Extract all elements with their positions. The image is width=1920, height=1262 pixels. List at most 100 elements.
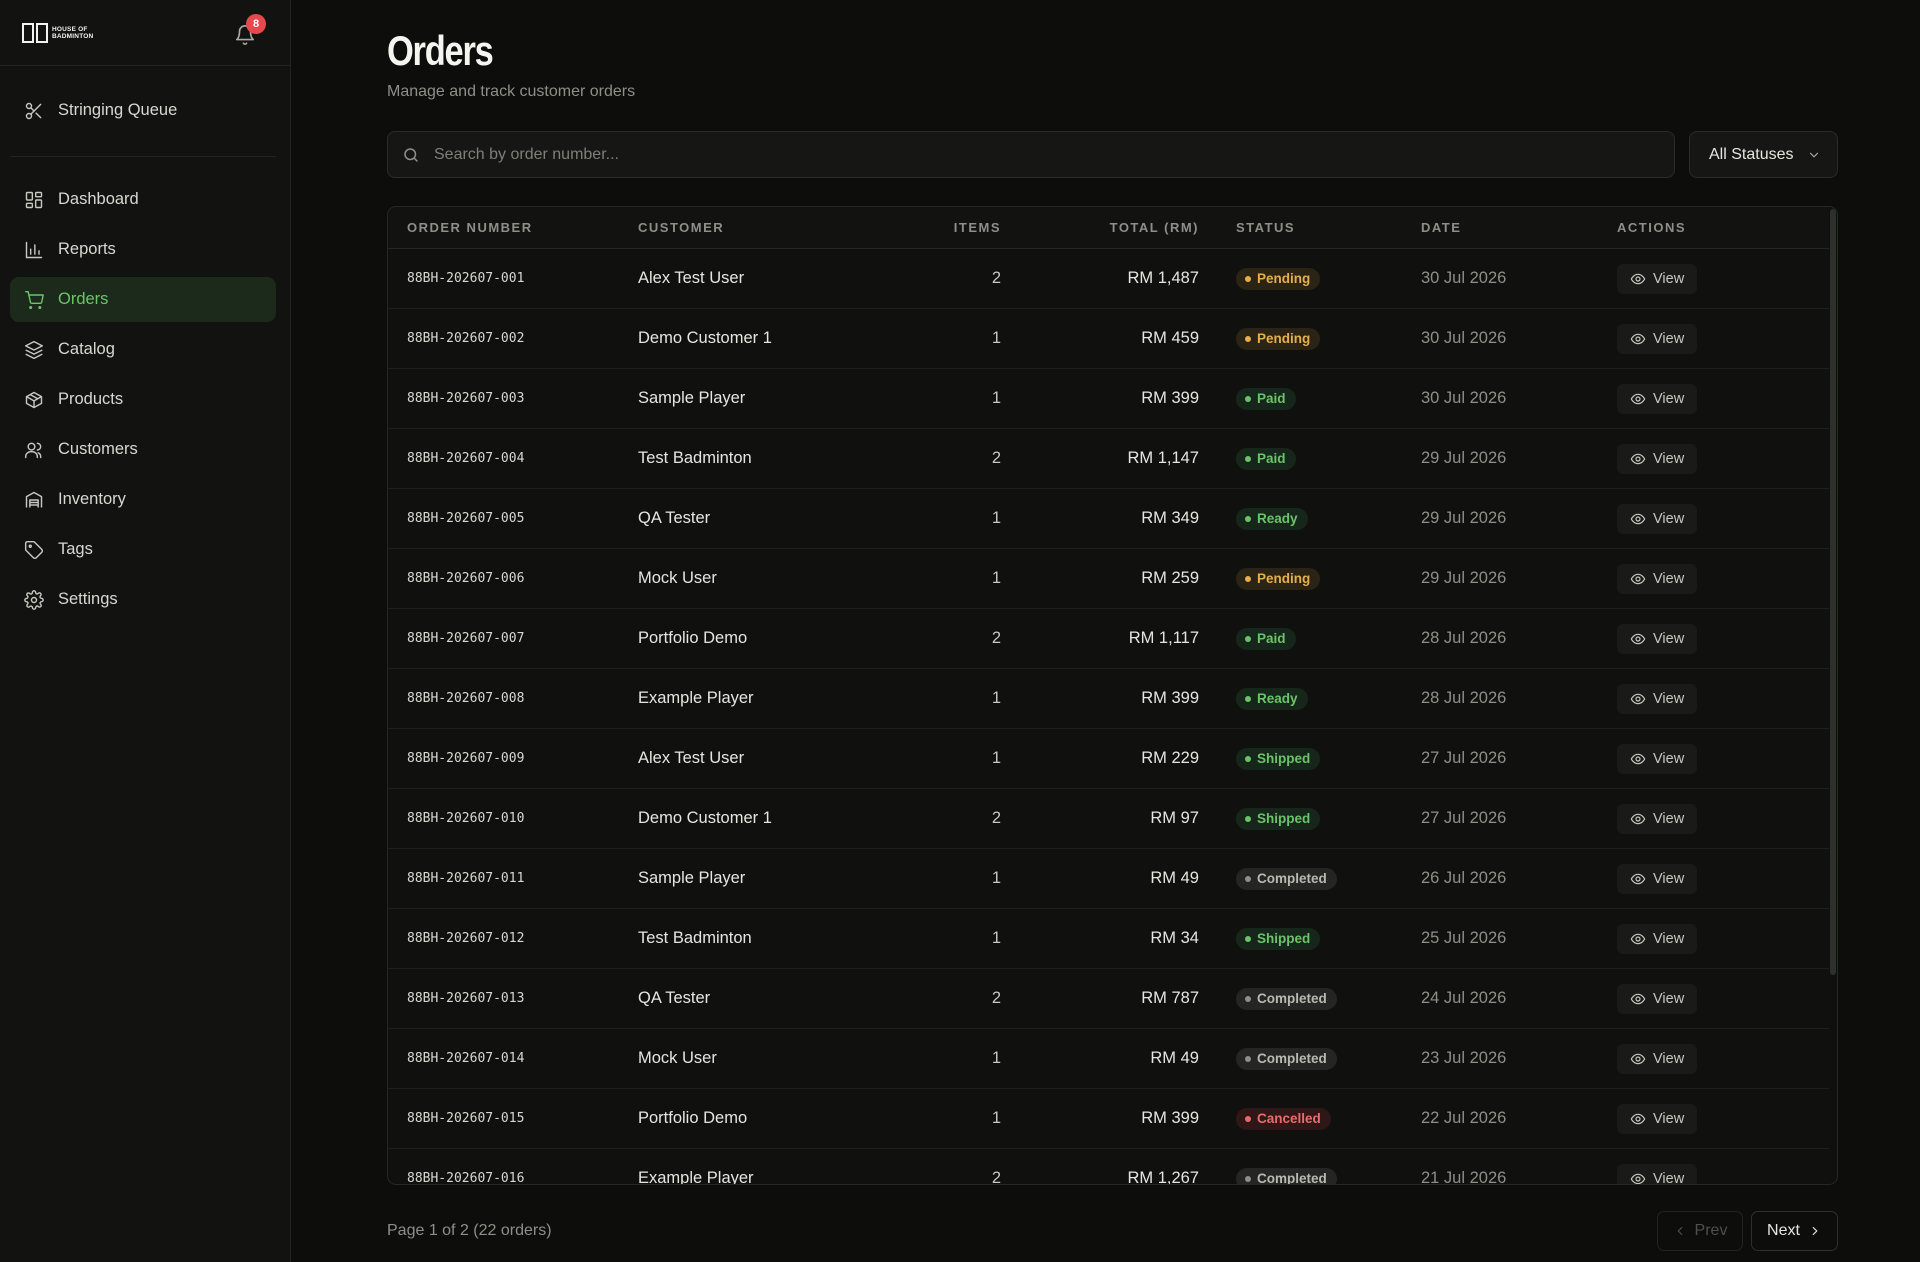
next-page-button[interactable]: Next (1751, 1211, 1838, 1251)
order-date: 25 Jul 2026 (1421, 929, 1507, 947)
table-row[interactable]: 88BH-202607-015 Portfolio Demo 1 RM 399 Canc… (388, 1089, 1837, 1149)
brand-logo[interactable]: HOUSE OF BADMINTON (22, 22, 93, 43)
order-number[interactable]: 88BH-202607-016 (407, 1171, 525, 1185)
status-badge: Pending (1236, 267, 1321, 290)
view-order-button[interactable]: View (1617, 1043, 1698, 1074)
order-number[interactable]: 88BH-202607-011 (407, 871, 525, 886)
eye-icon (1630, 513, 1646, 524)
sidebar-item-inventory[interactable]: Inventory (10, 477, 276, 522)
sidebar-item-stringing-queue[interactable]: Stringing Queue (10, 88, 276, 133)
search-box[interactable] (387, 131, 1675, 178)
table-row[interactable]: 88BH-202607-011 Sample Player 1 RM 49 Comple… (388, 849, 1837, 909)
view-order-button[interactable]: View (1617, 623, 1698, 654)
table-row[interactable]: 88BH-202607-009 Alex Test User 1 RM 229 Ship… (388, 729, 1837, 789)
status-cell: Paid (1199, 447, 1421, 470)
status-filter-dropdown[interactable]: All Statuses (1689, 131, 1838, 178)
status-dot-icon (1245, 575, 1251, 582)
view-order-button[interactable]: View (1617, 923, 1698, 954)
sidebar-item-dashboard[interactable]: Dashboard (10, 177, 276, 222)
order-total: RM 399 (1141, 1109, 1199, 1127)
sidebar-item-tags[interactable]: Tags (10, 527, 276, 572)
notifications-button[interactable]: 8 (232, 13, 266, 46)
table-row[interactable]: 88BH-202607-001 Alex Test User 2 RM 1,487 Pe… (388, 249, 1837, 309)
header-date[interactable]: DATE (1421, 220, 1462, 235)
sidebar-main-nav: Dashboard Reports Orders Catalog Product… (0, 157, 290, 622)
eye-icon (1630, 453, 1646, 464)
table-row[interactable]: 88BH-202607-016 Example Player 2 RM 1,267 Co… (388, 1149, 1837, 1185)
cart-icon (24, 290, 44, 309)
bar-chart-icon (25, 241, 43, 258)
order-number[interactable]: 88BH-202607-005 (407, 511, 525, 526)
sidebar-item-customers[interactable]: Customers (10, 427, 276, 472)
search-input[interactable] (434, 145, 1634, 164)
table-row[interactable]: 88BH-202607-006 Mock User 1 RM 259 Pending 29… (388, 549, 1837, 609)
prev-page-button[interactable]: Prev (1657, 1211, 1743, 1251)
view-order-button[interactable]: View (1617, 743, 1698, 774)
status-label: Completed (1257, 991, 1327, 1006)
order-number[interactable]: 88BH-202607-010 (407, 811, 525, 826)
table-row[interactable]: 88BH-202607-013 QA Tester 2 RM 787 Completed… (388, 969, 1837, 1029)
header-customer[interactable]: CUSTOMER (638, 220, 725, 235)
view-order-button[interactable]: View (1617, 863, 1698, 894)
sidebar-header: HOUSE OF BADMINTON 8 (0, 0, 290, 66)
order-number[interactable]: 88BH-202607-003 (407, 391, 525, 406)
view-order-button[interactable]: View (1617, 803, 1698, 834)
status-dot-icon (1245, 1115, 1251, 1122)
order-number[interactable]: 88BH-202607-015 (407, 1111, 525, 1126)
sidebar-item-products[interactable]: Products (10, 377, 276, 422)
eye-icon (1630, 1173, 1646, 1184)
table-row[interactable]: 88BH-202607-004 Test Badminton 2 RM 1,147 Pa… (388, 429, 1837, 489)
table-row[interactable]: 88BH-202607-002 Demo Customer 1 1 RM 459 Pen… (388, 309, 1837, 369)
view-order-button[interactable]: View (1617, 1163, 1698, 1184)
order-number[interactable]: 88BH-202607-001 (407, 271, 525, 286)
item-count: 1 (991, 389, 1001, 407)
order-number[interactable]: 88BH-202607-007 (407, 631, 525, 646)
order-number[interactable]: 88BH-202607-002 (407, 331, 525, 346)
status-dot-icon (1245, 815, 1251, 822)
box-icon (25, 391, 43, 408)
header-items[interactable]: ITEMS (953, 220, 1001, 235)
header-status[interactable]: STATUS (1236, 220, 1296, 235)
sidebar-item-settings[interactable]: Settings (10, 577, 276, 622)
item-count: 2 (991, 449, 1001, 467)
sidebar-item-reports[interactable]: Reports (10, 227, 276, 272)
status-cell: Pending (1199, 327, 1421, 350)
table-row[interactable]: 88BH-202607-005 QA Tester 1 RM 349 Ready 29 J… (388, 489, 1837, 549)
table-row[interactable]: 88BH-202607-008 Example Player 1 RM 399 Read… (388, 669, 1837, 729)
header-order-number[interactable]: ORDER NUMBER (407, 220, 533, 235)
order-number[interactable]: 88BH-202607-014 (407, 1051, 525, 1066)
sidebar-item-catalog[interactable]: Catalog (10, 327, 276, 372)
view-order-button[interactable]: View (1617, 323, 1698, 354)
status-dot-icon (1245, 695, 1251, 702)
status-dot-icon (1245, 995, 1251, 1002)
table-scrollbar[interactable] (1829, 207, 1837, 1184)
view-order-button[interactable]: View (1617, 563, 1698, 594)
table-row[interactable]: 88BH-202607-012 Test Badminton 1 RM 34 Shipp… (388, 909, 1837, 969)
table-row[interactable]: 88BH-202607-007 Portfolio Demo 2 RM 1,117 Pa… (388, 609, 1837, 669)
view-order-button[interactable]: View (1617, 383, 1698, 414)
order-number[interactable]: 88BH-202607-009 (407, 751, 525, 766)
view-order-button[interactable]: View (1617, 983, 1698, 1014)
table-row[interactable]: 88BH-202607-014 Mock User 1 RM 49 Completed 2… (388, 1029, 1837, 1089)
order-number[interactable]: 88BH-202607-012 (407, 931, 525, 946)
order-number[interactable]: 88BH-202607-006 (407, 571, 525, 586)
view-order-button[interactable]: View (1617, 683, 1698, 714)
order-number[interactable]: 88BH-202607-008 (407, 691, 525, 706)
sidebar-item-label: Inventory (58, 490, 126, 508)
view-label: View (1653, 690, 1685, 707)
header-total[interactable]: TOTAL (RM) (1109, 220, 1199, 235)
view-order-button[interactable]: View (1617, 1103, 1698, 1134)
view-order-button[interactable]: View (1617, 443, 1698, 474)
view-order-button[interactable]: View (1617, 503, 1698, 534)
order-date: 28 Jul 2026 (1421, 629, 1507, 647)
scrollbar-thumb[interactable] (1830, 209, 1836, 975)
customer-name: Alex Test User (638, 269, 745, 287)
table-row[interactable]: 88BH-202607-003 Sample Player 1 RM 399 Paid 3… (388, 369, 1837, 429)
table-row[interactable]: 88BH-202607-010 Demo Customer 1 2 RM 97 Ship… (388, 789, 1837, 849)
status-cell: Shipped (1199, 747, 1421, 770)
view-order-button[interactable]: View (1617, 263, 1698, 294)
order-number[interactable]: 88BH-202607-013 (407, 991, 525, 1006)
sidebar-item-orders[interactable]: Orders (10, 277, 276, 322)
status-label: Completed (1257, 871, 1327, 886)
order-number[interactable]: 88BH-202607-004 (407, 451, 525, 466)
